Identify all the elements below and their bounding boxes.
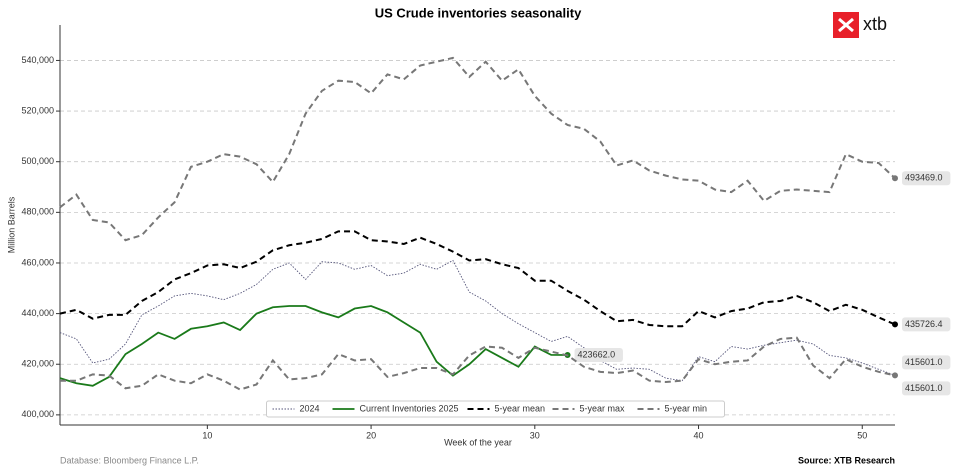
end-marker <box>892 175 898 182</box>
end-label-box <box>902 355 951 370</box>
legend: 2024 Current Inventories 2025 5-year mean 5… <box>266 400 725 418</box>
x-axis-label: Week of the year <box>444 437 512 447</box>
series-line <box>59 259 896 382</box>
x-tick-label: 30 <box>530 430 540 440</box>
series-line <box>59 230 896 328</box>
series-line <box>60 336 896 391</box>
footer-left: Database: Bloomberg Finance L.P. <box>60 455 199 465</box>
y-tick-label: 460,000 <box>21 257 54 267</box>
logo-text: xtb <box>863 14 887 34</box>
legend-label: Current Inventories 2025 <box>360 403 459 413</box>
end-label-box <box>902 171 951 186</box>
x-tick-label: 20 <box>366 430 376 440</box>
end-label: 493469.0 <box>902 171 951 186</box>
legend-box <box>266 400 725 418</box>
logo-mark <box>838 17 854 33</box>
end-marker <box>892 372 898 379</box>
end-label: 423662.0 <box>574 347 623 362</box>
end-label-text: 493469.0 <box>905 173 943 183</box>
end-marker <box>892 321 898 328</box>
series-line <box>59 305 568 387</box>
end-label: 435726.4 <box>902 317 951 332</box>
end-label-text: 415601.0 <box>905 383 943 393</box>
y-axis-label: Million Barrels <box>6 196 16 253</box>
legend-label: 5-year mean <box>495 403 546 413</box>
end-label: 415601.0 <box>902 355 951 370</box>
legend-label: 2024 <box>300 403 320 413</box>
x-tick-label: 10 <box>202 430 212 440</box>
y-tick-label: 400,000 <box>21 409 54 419</box>
end-label-box <box>574 347 623 362</box>
end-label-text: 435726.4 <box>905 319 943 329</box>
end-label: 415601.0 <box>902 381 951 396</box>
legend-label: 5-year max <box>580 403 626 413</box>
y-tick-label: 540,000 <box>21 55 54 65</box>
end-label-box <box>902 381 951 396</box>
x-tick-label: 40 <box>694 430 704 440</box>
legend-label: 5-year min <box>665 403 708 413</box>
chart-title: US Crude inventories seasonality <box>375 5 582 20</box>
y-tick-label: 440,000 <box>21 308 54 318</box>
y-tick-label: 420,000 <box>21 359 54 369</box>
y-tick-label: 500,000 <box>21 156 54 166</box>
end-label-box <box>902 317 951 332</box>
series-line <box>59 56 896 242</box>
x-tick-label: 50 <box>857 430 867 440</box>
end-label-text: 415601.0 <box>905 357 943 367</box>
y-tick-label: 480,000 <box>21 207 54 217</box>
end-label-text: 423662.0 <box>578 349 616 359</box>
footer-right: Source: XTB Research <box>798 455 895 465</box>
y-tick-label: 520,000 <box>21 105 54 115</box>
